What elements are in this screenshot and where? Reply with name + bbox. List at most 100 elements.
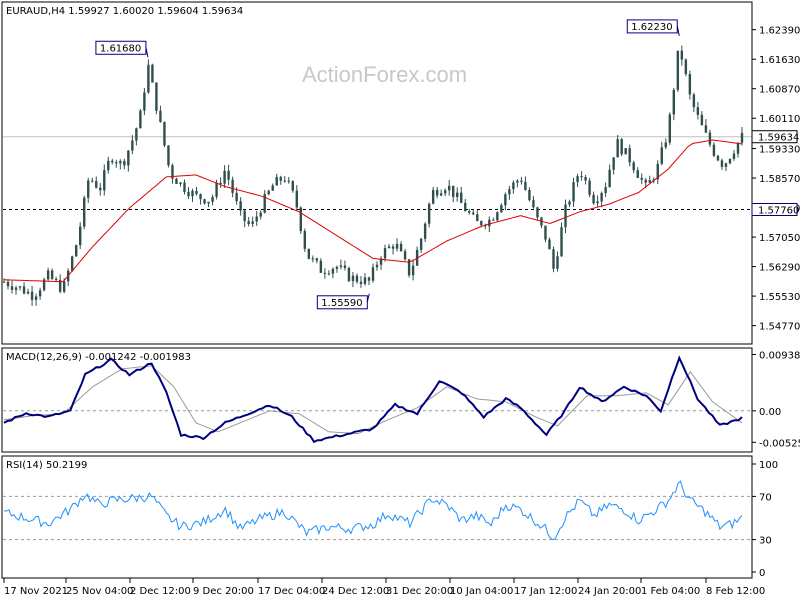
candle-body — [407, 259, 411, 276]
candle-body — [632, 162, 635, 171]
candle-body — [588, 180, 591, 195]
candle-body — [423, 223, 427, 239]
candle-body — [70, 256, 74, 271]
candle-body — [303, 231, 307, 249]
candle-body — [119, 160, 122, 164]
price-y-tick-label: 1.60870 — [759, 85, 800, 96]
candle-body — [187, 191, 190, 197]
candle-body — [175, 178, 178, 184]
candle-body — [716, 155, 720, 161]
candle-body — [736, 142, 740, 154]
price-annotation-leader — [366, 293, 370, 302]
candle-body — [516, 180, 519, 183]
candle-body — [62, 281, 66, 292]
candle-body — [42, 279, 46, 291]
candle-body — [544, 225, 547, 240]
candle-body — [231, 179, 234, 193]
price-panel: EURAUD,H4 1.59927 1.60020 1.59604 1.5963… — [1, 1, 800, 345]
candle-body — [239, 201, 242, 211]
candle-body — [91, 180, 94, 182]
candle-body — [159, 110, 162, 122]
rsi-y-tick-label: 100 — [759, 460, 778, 471]
candle-body — [315, 258, 319, 261]
candle-body — [219, 182, 222, 184]
candle-body — [536, 207, 539, 218]
candle-body — [143, 92, 146, 111]
candle-body — [427, 203, 431, 224]
candle-body — [431, 189, 435, 204]
candle-body — [439, 193, 443, 196]
x-tick-label: 17 Nov 2021 — [4, 586, 68, 597]
macd-panel: MACD(12,26,9) -0.001242 -0.001983 0.0093… — [1, 347, 800, 453]
candle-body — [331, 268, 335, 274]
price-annotation-label: 1.55590 — [321, 298, 362, 309]
rsi-panel: RSI(14) 50.2199 100 70 30 0 — [1, 455, 778, 579]
x-tick-label: 25 Nov 04:00 — [66, 586, 133, 597]
current-price-line: 1.59634 — [3, 130, 799, 144]
candle-body — [464, 202, 467, 212]
macd-y-tick-label: 0.00 — [759, 407, 781, 418]
candle-body — [127, 150, 130, 166]
candle-body — [680, 50, 684, 60]
x-tick-label: 8 Feb 12:00 — [706, 586, 765, 597]
candle-body — [419, 238, 423, 250]
candle-body — [624, 148, 627, 155]
candle-body — [684, 59, 688, 75]
x-tick-label: 2 Dec 12:00 — [130, 586, 191, 597]
price-y-tick-label: 1.62390 — [759, 26, 800, 37]
candle-body — [732, 153, 736, 159]
macd-signal-line — [3, 365, 743, 435]
candle-body — [556, 256, 559, 269]
candle-body — [103, 170, 106, 191]
candle-body — [672, 89, 676, 115]
candle-body — [620, 139, 623, 155]
candle-body — [323, 272, 327, 274]
candle-body — [560, 227, 563, 257]
candle-body — [596, 201, 599, 204]
candle-body — [628, 148, 631, 163]
x-tick-label: 24 Jan 20:00 — [578, 586, 641, 597]
candle-body — [195, 190, 198, 194]
macd-panel-frame — [1, 347, 753, 453]
candle-body — [399, 244, 403, 252]
candle-body — [708, 132, 712, 145]
candle-body — [199, 193, 202, 200]
candle-body — [616, 139, 619, 158]
candle-body — [99, 187, 102, 191]
candle-body — [287, 180, 290, 182]
candle-body — [520, 180, 523, 182]
candle-body — [107, 160, 110, 171]
candle-body — [74, 245, 78, 257]
candle-body — [512, 182, 515, 190]
rsi-y-tick-label: 70 — [759, 492, 772, 503]
candle-body — [54, 278, 58, 280]
candle-body — [448, 185, 451, 191]
candle-body — [572, 182, 575, 202]
price-annotations: 1.61680 1.55590 1.62230 — [95, 19, 680, 310]
candle-body — [435, 189, 439, 196]
price-annotation-label: 1.62230 — [631, 22, 672, 33]
candle-body — [83, 197, 86, 227]
candle-body — [335, 266, 339, 269]
price-annotation-leader — [676, 25, 680, 37]
candle-body — [10, 286, 14, 290]
candle-body — [151, 64, 154, 83]
candle-body — [403, 251, 407, 260]
candle-body — [267, 190, 270, 195]
candle-body — [139, 110, 142, 129]
candle-body — [359, 281, 363, 284]
candle-body — [263, 194, 266, 213]
candle-body — [524, 181, 527, 191]
candle-body — [480, 221, 483, 226]
rsi-y-tick-label: 30 — [759, 536, 772, 547]
candle-body — [275, 176, 278, 186]
candle-body — [612, 157, 615, 170]
candle-body — [532, 200, 535, 208]
candle-body — [664, 142, 667, 148]
candle-body — [327, 273, 331, 275]
candle-body — [235, 192, 238, 202]
candle-body — [676, 50, 680, 90]
macd-panel-title: MACD(12,26,9) -0.001242 -0.001983 — [6, 352, 191, 363]
price-y-tick-label: 1.55530 — [759, 292, 800, 303]
candle-body — [395, 244, 399, 249]
